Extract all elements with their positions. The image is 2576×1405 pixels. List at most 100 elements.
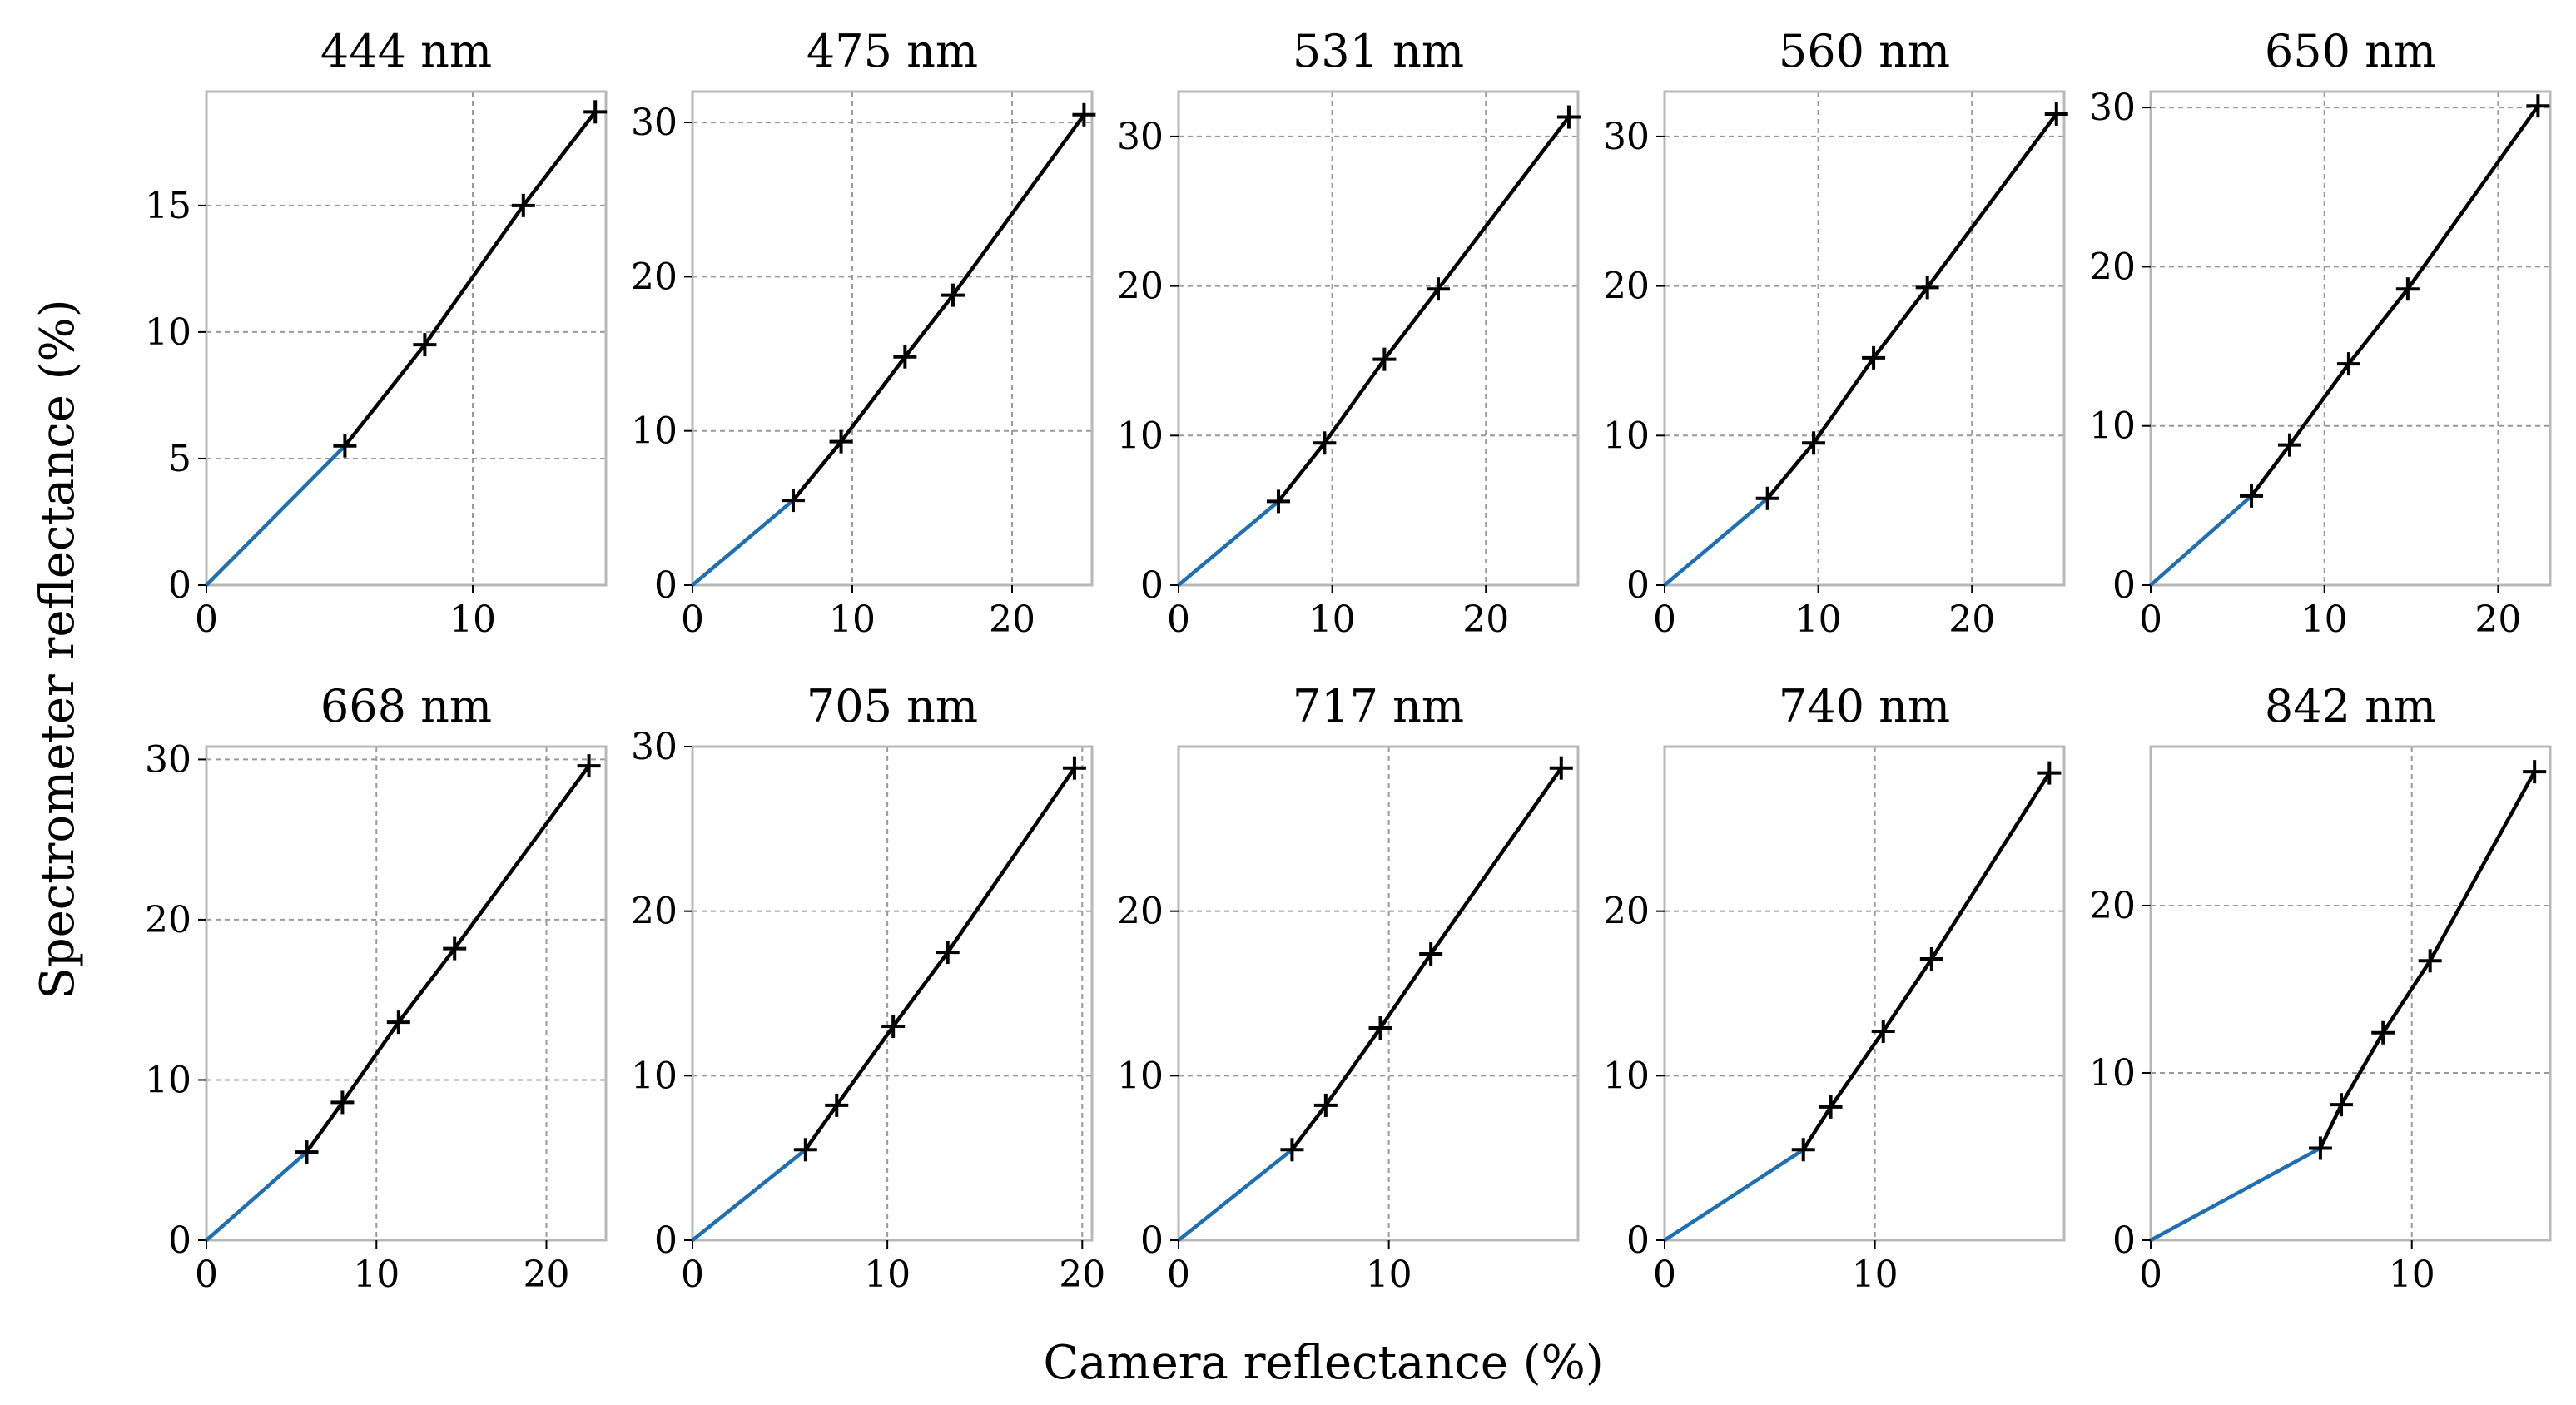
x-tick-label: 0 [2139, 1254, 2162, 1296]
data-point-marker [386, 1010, 410, 1035]
origin-segment-line [2149, 1146, 2321, 1242]
subplot-7: 0 10 20 0 10 20 30 705 nm [631, 680, 1105, 1296]
data-point-marker [2371, 1020, 2395, 1045]
origin-segment-line [1663, 1148, 1804, 1242]
data-point-marker [1549, 756, 1573, 780]
data-point-marker [1862, 345, 1886, 370]
data-point-marker [443, 936, 467, 961]
y-axis-label: Spectrometer reflectance (%) [31, 299, 85, 999]
origin-segment-line [205, 1150, 308, 1242]
y-tick-label: 15 [145, 185, 191, 227]
x-tick-label: 10 [2389, 1254, 2435, 1296]
axes-frame [1663, 745, 2066, 1242]
y-tick-label: 5 [168, 438, 191, 480]
subplot-grid: 0 10 0 5 10 15 444 nm 0 10 20 0 10 20 30 475 nm 0 10 20 0 1… [145, 25, 2552, 1296]
origin-segment-line [1177, 499, 1280, 587]
axes-frame [1177, 745, 1580, 1242]
data-point-marker [1556, 105, 1581, 129]
subplot-2: 0 10 20 0 10 20 30 475 nm [631, 25, 1096, 641]
data-point-marker [577, 754, 601, 778]
y-tick-label: 0 [168, 1219, 191, 1262]
axes-frame [691, 90, 1094, 587]
data-point-marker [2037, 761, 2062, 785]
origin-segment-line [2149, 494, 2253, 587]
origin-segment-line [1663, 497, 1769, 587]
y-tick-label: 0 [1140, 1219, 1164, 1262]
panel-title: 740 nm [1779, 680, 1950, 732]
y-tick-label: 10 [2089, 1052, 2136, 1095]
subplot-10: 0 10 0 10 20 842 nm [2089, 680, 2552, 1296]
x-tick-label: 20 [989, 598, 1035, 641]
y-tick-label: 20 [2089, 246, 2136, 288]
axes-frame [2149, 745, 2552, 1242]
data-point-marker [1427, 277, 1450, 301]
data-point-marker [2523, 760, 2547, 784]
data-point-marker [936, 941, 960, 965]
fit-line [1765, 112, 2058, 500]
fit-line [1801, 772, 2052, 1151]
x-tick-label: 20 [1948, 598, 1995, 641]
x-tick-label: 10 [1852, 1254, 1898, 1296]
y-tick-label: 20 [1603, 266, 1650, 308]
y-tick-label: 0 [1626, 564, 1650, 607]
data-point-marker [1915, 276, 1939, 300]
panel-title: 475 nm [807, 25, 978, 77]
y-tick-label: 10 [1603, 415, 1650, 457]
fit-line [343, 110, 597, 448]
data-point-marker [1267, 489, 1290, 514]
data-point-marker [2308, 1136, 2332, 1160]
y-tick-label: 0 [654, 564, 678, 607]
data-point-marker [2395, 277, 2420, 301]
axes-frame [1663, 90, 2066, 587]
x-tick-label: 0 [2139, 598, 2162, 641]
x-tick-label: 10 [1309, 598, 1356, 641]
y-tick-label: 30 [2089, 87, 2136, 129]
data-point-marker [825, 1093, 849, 1117]
x-tick-label: 10 [1366, 1254, 1412, 1296]
y-tick-label: 10 [2089, 405, 2136, 448]
data-point-marker [330, 1090, 355, 1115]
panel-title: 717 nm [1293, 680, 1464, 732]
data-point-marker [1072, 102, 1096, 127]
data-point-marker [781, 489, 805, 513]
y-tick-label: 0 [168, 564, 191, 607]
axes-frame [2149, 90, 2552, 587]
data-point-marker [2418, 949, 2442, 973]
x-tick-label: 10 [1795, 598, 1842, 641]
subplot-5: 0 10 20 0 10 20 30 650 nm [2089, 25, 2552, 641]
data-point-marker [2336, 352, 2360, 376]
y-tick-label: 10 [145, 1059, 191, 1101]
data-point-marker [1313, 1093, 1338, 1117]
y-tick-label: 20 [1117, 266, 1164, 308]
x-tick-label: 0 [195, 598, 218, 641]
x-tick-label: 20 [1059, 1254, 1105, 1296]
y-tick-label: 10 [1117, 1055, 1164, 1097]
x-tick-label: 0 [1167, 1254, 1190, 1296]
data-point-marker [881, 1015, 906, 1039]
y-tick-label: 10 [1117, 415, 1164, 457]
y-tick-label: 0 [654, 1219, 678, 1262]
x-tick-label: 0 [195, 1254, 218, 1296]
axes-frame [1177, 90, 1580, 587]
data-point-marker [941, 283, 965, 307]
subplot-6: 0 10 20 0 10 20 30 668 nm [145, 680, 608, 1296]
fit-line [803, 767, 1076, 1151]
data-point-marker [2330, 1093, 2354, 1117]
x-tick-label: 10 [449, 598, 496, 641]
subplot-3: 0 10 20 0 10 20 30 531 nm [1117, 25, 1581, 641]
y-tick-label: 30 [631, 726, 678, 768]
data-point-marker [1419, 942, 1443, 966]
panel-title: 444 nm [320, 25, 492, 77]
data-point-marker [1791, 1138, 1815, 1162]
x-tick-label: 0 [681, 598, 704, 641]
panel-title: 560 nm [1779, 25, 1950, 77]
origin-segment-line [691, 499, 795, 587]
data-point-marker [2277, 433, 2301, 457]
data-point-marker [1802, 431, 1826, 455]
y-tick-label: 0 [2112, 564, 2136, 607]
y-tick-label: 0 [1626, 1219, 1650, 1262]
panel-title: 705 nm [807, 680, 978, 732]
x-tick-label: 0 [1653, 1254, 1676, 1296]
axes-frame [691, 745, 1094, 1242]
